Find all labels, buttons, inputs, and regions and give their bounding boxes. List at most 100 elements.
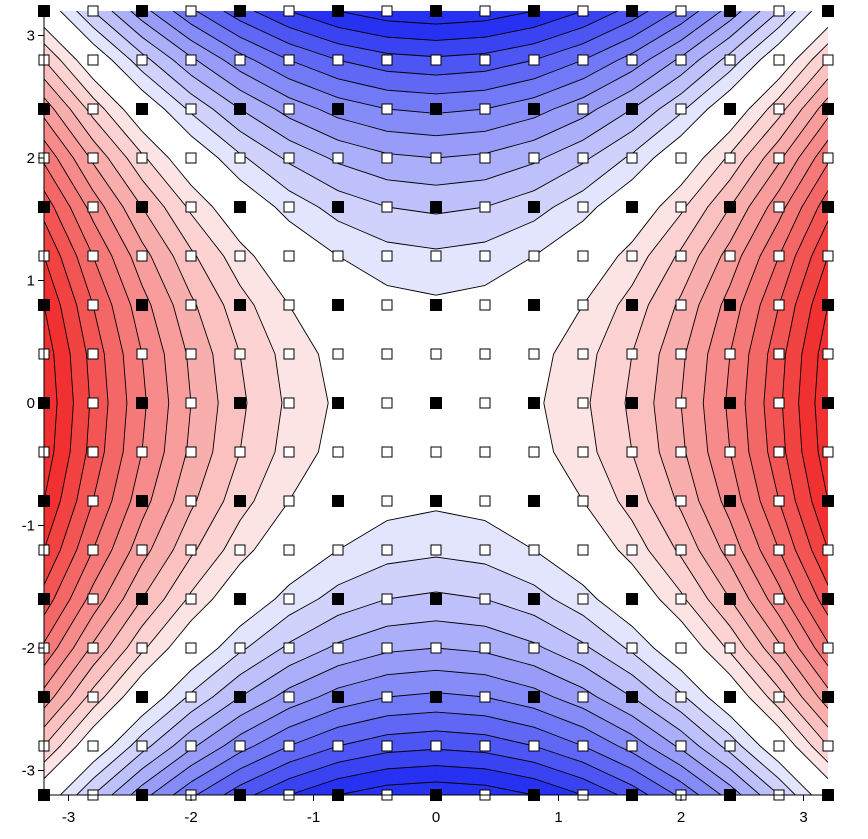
marker-hollow [381, 103, 393, 115]
marker-filled [822, 397, 834, 409]
marker-hollow [136, 740, 148, 752]
marker-filled [430, 495, 442, 507]
marker-hollow [87, 446, 99, 458]
marker-hollow [479, 250, 491, 262]
marker-filled [332, 103, 344, 115]
marker-hollow [381, 250, 393, 262]
marker-hollow [87, 5, 99, 17]
marker-hollow [773, 397, 785, 409]
contour-line [44, 255, 828, 551]
marker-hollow [675, 299, 687, 311]
x-tick-label: 1 [554, 809, 562, 826]
x-tick-label: -3 [62, 809, 75, 826]
marker-hollow [136, 544, 148, 556]
marker-hollow [773, 201, 785, 213]
marker-hollow [234, 642, 246, 654]
marker-filled [724, 299, 736, 311]
marker-hollow [577, 397, 589, 409]
marker-hollow [87, 593, 99, 605]
marker-hollow [234, 152, 246, 164]
marker-filled [234, 5, 246, 17]
marker-filled [724, 397, 736, 409]
marker-hollow [577, 201, 589, 213]
y-tick-label: 3 [27, 28, 35, 45]
x-tick-label: -2 [184, 809, 197, 826]
marker-filled [528, 593, 540, 605]
marker-hollow [822, 446, 834, 458]
marker-hollow [332, 348, 344, 360]
marker-hollow [773, 152, 785, 164]
marker-filled [822, 495, 834, 507]
marker-hollow [626, 152, 638, 164]
y-tick-label: 1 [27, 273, 35, 290]
marker-filled [332, 5, 344, 17]
contour-line [288, 11, 584, 795]
marker-filled [136, 495, 148, 507]
y-tick-label: -1 [22, 518, 35, 535]
marker-filled [724, 593, 736, 605]
y-tick-label: -3 [22, 763, 35, 780]
marker-hollow [283, 348, 295, 360]
marker-hollow [822, 152, 834, 164]
marker-hollow [773, 54, 785, 66]
marker-filled [430, 299, 442, 311]
marker-hollow [479, 54, 491, 66]
marker-hollow [773, 642, 785, 654]
y-tick-label: 0 [27, 395, 35, 412]
marker-hollow [773, 250, 785, 262]
x-tick-label: 0 [432, 809, 440, 826]
marker-hollow [283, 740, 295, 752]
marker-hollow [332, 642, 344, 654]
marker-hollow [87, 544, 99, 556]
marker-hollow [430, 544, 442, 556]
marker-hollow [479, 201, 491, 213]
marker-hollow [773, 740, 785, 752]
marker-filled [430, 397, 442, 409]
marker-hollow [87, 397, 99, 409]
marker-hollow [675, 495, 687, 507]
contour-line [130, 11, 742, 795]
marker-hollow [626, 642, 638, 654]
marker-filled [234, 299, 246, 311]
marker-hollow [185, 593, 197, 605]
marker-hollow [577, 5, 589, 17]
marker-hollow [773, 348, 785, 360]
contour-line [44, 117, 828, 689]
marker-hollow [577, 593, 589, 605]
marker-hollow [675, 446, 687, 458]
marker-hollow [87, 299, 99, 311]
marker-filled [724, 103, 736, 115]
contour-lines [44, 11, 828, 795]
marker-filled [528, 5, 540, 17]
marker-hollow [332, 152, 344, 164]
marker-hollow [381, 691, 393, 703]
marker-hollow [430, 642, 442, 654]
marker-filled [234, 103, 246, 115]
marker-hollow [528, 348, 540, 360]
marker-hollow [724, 348, 736, 360]
marker-hollow [185, 397, 197, 409]
marker-hollow [724, 446, 736, 458]
marker-hollow [773, 593, 785, 605]
contour-line [337, 11, 535, 795]
marker-filled [822, 691, 834, 703]
axes: -3 -2 -1 0 1 2 3 -3 -2 -1 0 1 2 3 [22, 11, 828, 826]
marker-filled [234, 495, 246, 507]
marker-hollow [528, 740, 540, 752]
marker-filled [626, 593, 638, 605]
marker-filled [822, 5, 834, 17]
marker-hollow [577, 250, 589, 262]
y-tick-label: 2 [27, 150, 35, 167]
marker-hollow [283, 544, 295, 556]
marker-hollow [283, 691, 295, 703]
marker-hollow [234, 250, 246, 262]
marker-hollow [724, 740, 736, 752]
marker-hollow [822, 250, 834, 262]
marker-hollow [675, 397, 687, 409]
marker-hollow [822, 544, 834, 556]
marker-filled [234, 593, 246, 605]
marker-filled [430, 103, 442, 115]
marker-filled [234, 201, 246, 213]
marker-hollow [283, 54, 295, 66]
marker-filled [626, 495, 638, 507]
